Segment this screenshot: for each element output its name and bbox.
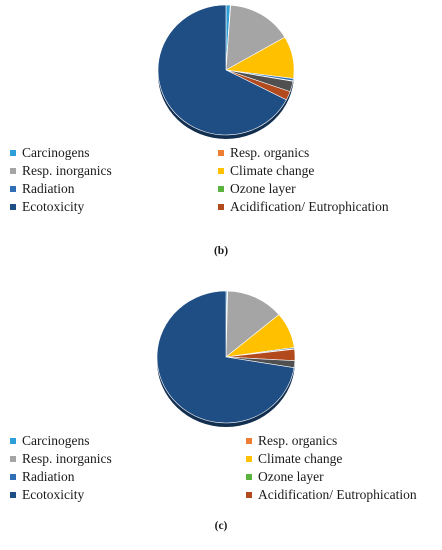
legend-label: Ecotoxicity bbox=[22, 487, 85, 502]
legend-swatch bbox=[10, 456, 16, 462]
legend-label: Acidification/ Eutrophication bbox=[230, 199, 389, 214]
legend-label: Climate change bbox=[230, 163, 315, 178]
legend-label: Resp. organics bbox=[230, 145, 310, 160]
chart-caption-c: (c) bbox=[214, 520, 228, 532]
pie-chart-b bbox=[157, 4, 295, 139]
chart-caption-b: (b) bbox=[213, 245, 229, 257]
legend-item-radiation: Radiation bbox=[10, 469, 75, 485]
legend-label: Radiation bbox=[22, 469, 75, 484]
chart-panel-c: Carcinogens Resp. organics Resp. inorgan… bbox=[0, 285, 442, 550]
legend-label: Ecotoxicity bbox=[22, 199, 85, 214]
legend-swatch bbox=[10, 186, 16, 192]
legend-swatch bbox=[218, 168, 224, 174]
legend-swatch bbox=[218, 204, 224, 210]
legend-swatch bbox=[10, 438, 16, 444]
pie-slice-ecotoxicity bbox=[157, 4, 287, 136]
legend-swatch bbox=[10, 168, 16, 174]
legend-swatch bbox=[10, 492, 16, 498]
legend-item-carcinogens: Carcinogens bbox=[10, 145, 89, 161]
legend-item-ozone-layer: Ozone layer bbox=[218, 181, 296, 197]
legend-item-resp-organics: Resp. organics bbox=[218, 145, 309, 161]
legend-b: Carcinogens Resp. organics Resp. inorgan… bbox=[0, 145, 442, 225]
legend-label: Resp. inorganics bbox=[22, 451, 112, 466]
pie-slice-resp-inorganics bbox=[225, 4, 286, 71]
legend-item-ecotoxicity: Ecotoxicity bbox=[10, 199, 84, 215]
legend-item-radiation: Radiation bbox=[10, 181, 75, 197]
legend-label: Resp. inorganics bbox=[22, 163, 112, 178]
legend-swatch bbox=[10, 150, 16, 156]
legend-label: Carcinogens bbox=[22, 433, 90, 448]
legend-label: Climate change bbox=[258, 451, 343, 466]
legend-item-resp-organics: Resp. organics bbox=[246, 433, 337, 449]
legend-label: Radiation bbox=[22, 181, 75, 196]
legend-label: Ozone layer bbox=[230, 181, 296, 196]
pie-chart-c bbox=[156, 290, 296, 427]
legend-swatch bbox=[246, 492, 252, 498]
legend-item-acidification-eutrophication: Acidification/ Eutrophication bbox=[246, 487, 417, 503]
legend-item-resp-inorganics: Resp. inorganics bbox=[10, 451, 112, 467]
legend-item-resp-inorganics: Resp. inorganics bbox=[10, 163, 112, 179]
chart-panel-b: Carcinogens Resp. organics Resp. inorgan… bbox=[0, 0, 442, 270]
legend-swatch bbox=[246, 474, 252, 480]
legend-item-ozone-layer: Ozone layer bbox=[246, 469, 324, 485]
legend-c: Carcinogens Resp. organics Resp. inorgan… bbox=[0, 433, 442, 513]
pie-slice-resp-inorganics bbox=[225, 290, 280, 358]
legend-swatch bbox=[218, 186, 224, 192]
pie-slice-ecotoxicity bbox=[156, 290, 295, 424]
legend-swatch bbox=[10, 474, 16, 480]
legend-item-ecotoxicity: Ecotoxicity bbox=[10, 487, 84, 503]
legend-item-acidification-eutrophication: Acidification/ Eutrophication bbox=[218, 199, 389, 215]
legend-item-climate-change: Climate change bbox=[246, 451, 342, 467]
legend-swatch bbox=[246, 456, 252, 462]
legend-item-carcinogens: Carcinogens bbox=[10, 433, 89, 449]
legend-swatch bbox=[10, 204, 16, 210]
legend-item-climate-change: Climate change bbox=[218, 163, 314, 179]
legend-swatch bbox=[218, 150, 224, 156]
legend-label: Carcinogens bbox=[22, 145, 90, 160]
legend-label: Acidification/ Eutrophication bbox=[258, 487, 417, 502]
legend-label: Ozone layer bbox=[258, 469, 324, 484]
legend-swatch bbox=[246, 438, 252, 444]
legend-label: Resp. organics bbox=[258, 433, 338, 448]
